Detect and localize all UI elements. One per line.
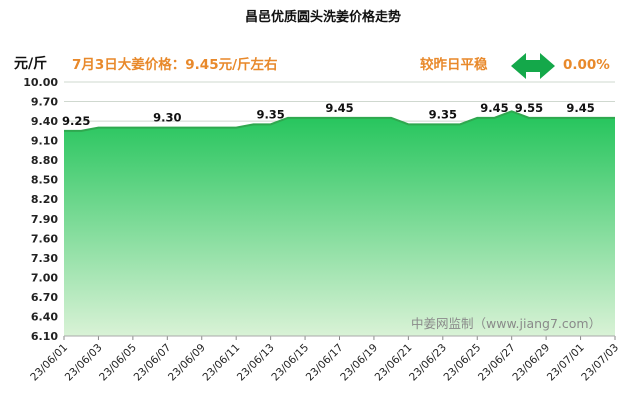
y-tick-label: 8.20 bbox=[31, 193, 58, 206]
data-label: 9.35 bbox=[256, 107, 284, 121]
data-labels: 9.25 9.30 9.35 9.45 9.35 9.45 9.55 9.45 bbox=[62, 101, 595, 128]
data-label: 9.45 bbox=[566, 101, 594, 115]
data-label: 9.30 bbox=[153, 111, 181, 125]
data-label: 9.35 bbox=[429, 107, 457, 121]
y-tick-label: 8.80 bbox=[31, 154, 58, 167]
x-axis-ticks: 23/06/0123/06/0323/06/0523/06/0723/06/09… bbox=[28, 336, 621, 383]
data-label: 9.45 bbox=[325, 101, 353, 115]
y-tick-label: 9.70 bbox=[31, 96, 58, 109]
y-tick-label: 9.40 bbox=[31, 115, 58, 128]
y-tick-label: 6.70 bbox=[31, 291, 58, 304]
data-label: 9.55 bbox=[515, 101, 543, 115]
headline-price: 7月3日大姜价格：9.45元/斤左右 bbox=[72, 56, 278, 73]
chart-title: 昌邑优质圆头洗姜价格走势 bbox=[245, 9, 401, 25]
compare-change: 0.00% bbox=[563, 57, 610, 73]
y-axis-ticks: 10.00 9.70 9.40 9.10 8.80 8.50 8.20 7.90 7.60 7.3… bbox=[23, 76, 58, 343]
y-tick-label: 9.10 bbox=[31, 135, 58, 148]
y-tick-label: 7.30 bbox=[31, 252, 58, 265]
y-tick-label: 7.90 bbox=[31, 213, 58, 226]
x-tick-label: 23/07/03 bbox=[579, 342, 621, 384]
y-tick-label: 8.50 bbox=[31, 174, 58, 187]
y-tick-label: 6.10 bbox=[31, 330, 58, 343]
watermark: 中姜网监制（www.jiang7.com） bbox=[411, 316, 601, 331]
y-tick-label: 10.00 bbox=[23, 76, 58, 89]
price-area bbox=[64, 111, 615, 336]
y-tick-label: 7.00 bbox=[31, 271, 58, 284]
data-label: 9.25 bbox=[62, 114, 90, 128]
y-tick-label: 7.60 bbox=[31, 232, 58, 245]
price-line bbox=[64, 110, 615, 132]
double-arrow-icon bbox=[511, 53, 555, 79]
compare-label: 较昨日平稳 bbox=[420, 56, 488, 73]
data-label: 9.45 bbox=[480, 101, 508, 115]
y-axis-unit: 元/斤 bbox=[14, 55, 47, 72]
y-tick-label: 6.40 bbox=[31, 310, 58, 323]
